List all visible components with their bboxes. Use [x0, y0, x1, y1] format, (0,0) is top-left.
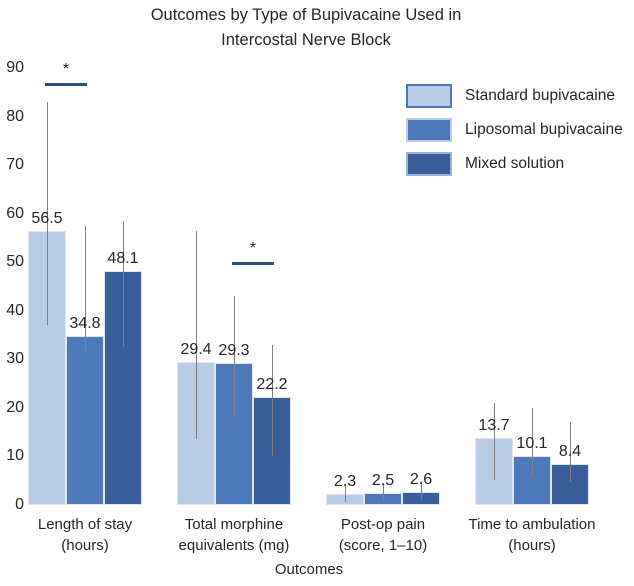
y-axis-tick-label: 80	[6, 107, 24, 125]
category-label: Post-op pain (score, 1–10)	[303, 514, 463, 556]
legend-label: Mixed solution	[465, 155, 565, 172]
y-axis-tick-label: 60	[6, 204, 24, 222]
error-bar	[196, 230, 197, 440]
bar-value-label: 56.5	[31, 209, 63, 227]
category-label-line: Post-op pain	[340, 516, 426, 533]
chart-title-line-1: Outcomes by Type of Bupivacaine Used in	[150, 6, 462, 24]
y-axis-tick-label: 10	[6, 447, 24, 465]
bar-value-label: 22.2	[256, 376, 288, 394]
legend-swatch-mixed	[406, 152, 452, 176]
error-bar	[272, 344, 273, 457]
category-label-line: (score, 1–10)	[338, 537, 428, 554]
bar	[66, 336, 104, 505]
category-label-line: Time to ambulation	[468, 516, 596, 533]
bar-value-label: 13.7	[478, 417, 510, 435]
category-label-line: equivalents (mg)	[178, 537, 290, 554]
x-axis-title: Outcomes	[274, 561, 344, 578]
bar-value-label: 34.8	[69, 315, 101, 333]
y-axis-tick-label: 70	[6, 156, 24, 174]
error-bar	[532, 407, 533, 477]
legend-swatch-standard	[406, 84, 452, 108]
error-bar	[345, 483, 346, 502]
legend-item-standard: Standard bupivacaine	[406, 84, 623, 108]
significance-asterisk: *	[249, 240, 257, 258]
y-axis-tick-label: 30	[6, 350, 24, 368]
category-label-line: Length of stay	[37, 516, 133, 533]
error-bar	[570, 422, 571, 482]
category-label: Length of stay (hours)	[5, 514, 165, 556]
bar-value-label: 48.1	[107, 250, 139, 268]
bar-value-label: 2.5	[371, 471, 395, 489]
error-bar	[47, 101, 48, 326]
bar-value-label: 10.1	[516, 434, 548, 452]
significance-asterisk: *	[62, 60, 70, 78]
chart-title-line-2: Intercostal Nerve Block	[221, 31, 391, 49]
y-axis-tick-label: 50	[6, 253, 24, 271]
error-bar	[383, 482, 384, 502]
bar-value-label: 2.3	[333, 472, 357, 490]
legend-swatch-liposomal	[406, 118, 452, 142]
category-label-line: Total morphine	[184, 516, 284, 533]
category-label: Total morphine equivalents (mg)	[154, 514, 314, 556]
y-axis-tick-label: 0	[15, 496, 24, 513]
category-label-line: (hours)	[508, 537, 556, 554]
legend-item-liposomal: Liposomal bupivacaine	[406, 118, 623, 142]
error-bar	[234, 296, 235, 418]
category-label: Time to ambulation (hours)	[452, 514, 612, 556]
bar-value-label: 29.3	[218, 341, 250, 359]
bar-value-label: 29.4	[180, 341, 212, 359]
error-bar	[123, 220, 124, 348]
error-bar	[421, 480, 422, 501]
legend-item-mixed: Mixed solution	[406, 152, 623, 176]
bar-value-label: 8.4	[558, 443, 582, 461]
error-bar	[85, 225, 86, 353]
y-axis-tick-label: 40	[6, 301, 24, 319]
significance-line	[232, 262, 274, 266]
y-axis-tick-label: 20	[6, 398, 24, 416]
significance-line	[45, 82, 87, 86]
bar-value-label: 2.6	[409, 471, 433, 489]
error-bar	[494, 403, 495, 480]
legend: Standard bupivacaine Liposomal bupivacai…	[406, 84, 623, 186]
category-label-line: (hours)	[61, 537, 109, 554]
legend-label: Standard bupivacaine	[465, 87, 615, 104]
y-axis-tick-label: 90	[6, 59, 24, 76]
legend-label: Liposomal bupivacaine	[465, 121, 623, 138]
